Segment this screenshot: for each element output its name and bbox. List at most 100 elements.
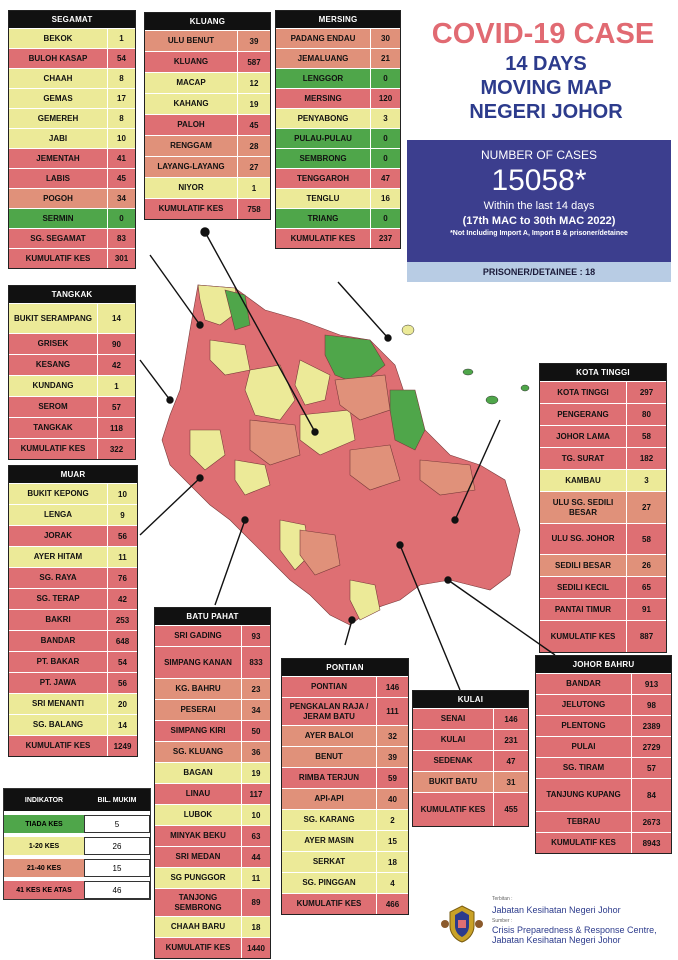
mukim-case-count: 18 [241,917,270,937]
district-header: KLUANG [145,13,270,30]
district-total-row: KUMULATIF KES 758 [145,198,270,219]
mukim-case-count: 16 [370,189,400,208]
district-total-row: KUMULATIF KES 1249 [9,735,137,756]
mukim-row: SENAI 146 [413,708,528,729]
mukim-row: POGOH 34 [9,188,135,208]
mukim-row: PESERAI 34 [155,699,270,720]
leader-kluang [204,231,316,433]
publisher-name: Jabatan Kesihatan Negeri Johor [492,905,621,915]
mukim-row: AYER HITAM 11 [9,546,137,567]
mukim-case-count: 913 [631,674,671,694]
mukim-case-count: 455 [493,793,528,826]
mukim-name: SEROM [38,402,68,411]
mukim-row: SG. TERAP 42 [9,588,137,609]
mukim-name: SIMPANG KANAN [164,657,232,667]
legend-swatch-label: 1-20 KES [4,837,84,855]
mukim-name: MINYAK BEKU [170,831,226,840]
mukim-row: BANDAR 913 [536,673,671,694]
mukim-name: TG. SURAT [561,453,605,463]
mukim-case-count: 63 [241,826,270,846]
legend-row: TIADA KES 5 [4,811,150,833]
mukim-name: CHAAH [43,73,73,83]
mukim-row: JEMENTAH 41 [9,148,135,168]
mukim-name: SG. RAYA [39,573,77,582]
mukim-name: PT. BAKAR [36,657,80,666]
publisher-label: Terbitan : [492,896,513,902]
mukim-row: ULU SG. JOHOR 58 [540,523,666,554]
mukim-case-count: 58 [626,524,666,554]
mukim-name: PONTIAN [311,682,347,691]
mukim-name: KAHANG [173,99,209,108]
mukim-case-count: 42 [107,589,137,609]
mukim-case-count: 93 [241,626,270,646]
mukim-row: MACAP 12 [145,72,270,93]
mukim-name: MERSING [304,93,342,103]
mukim-case-count: 8 [107,109,135,128]
map-regions [161,284,521,626]
mukim-row: PT. JAWA 56 [9,672,137,693]
mukim-case-count: 2729 [631,737,671,757]
mukim-name: KUMULATIF KES [290,233,356,243]
subtitle: 14 DAYS MOVING MAP NEGERI JOHOR [420,52,672,124]
mukim-row: SG. RAYA 76 [9,567,137,588]
mukim-row: SRI MENANTI 20 [9,693,137,714]
mukim-case-count: 56 [107,526,137,546]
mukim-row: BUKIT KEPONG 10 [9,483,137,504]
mukim-name: AYER BALOI [304,731,354,740]
mukim-case-count: 3 [626,470,666,491]
mukim-row: AYER MASIN 15 [282,830,408,851]
mukim-name: GEMAS [43,93,73,103]
map-region-south-salmon [299,529,341,576]
mukim-row: TANJUNG KUPANG 84 [536,778,671,811]
exclusion-note: *Not Including Import A, Import B & pris… [450,230,628,237]
mukim-case-count: 231 [493,730,528,750]
mukim-name: SG. KLUANG [172,747,224,756]
mukim-row: LAYANG-LAYANG 27 [145,156,270,177]
mukim-case-count: 36 [241,742,270,762]
mukim-row: SRI MEDAN 44 [155,846,270,867]
mukim-name: SG. BALANG [32,720,84,729]
mukim-case-count: 8943 [631,833,671,853]
mukim-name: KUNDANG [32,381,74,390]
mukim-case-count: 0 [370,209,400,228]
mukim-name: KUMULATIF KES [165,943,231,952]
mukim-row: JOHOR LAMA 58 [540,425,666,447]
mukim-row: CHAAH 8 [9,68,135,88]
mukim-name: KOTA TINGGI [557,387,609,397]
mukim-case-count: 297 [626,382,666,403]
mukim-row: PENYABONG 3 [276,108,400,128]
mukim-row: SG. TIRAM 57 [536,757,671,778]
mukim-name: KESANG [35,360,71,369]
mukim-row: KAMBAU 3 [540,469,666,491]
mukim-name: BENUT [315,752,343,761]
mukim-case-count: 40 [376,789,408,809]
legend-swatch-label: TIADA KES [4,815,84,833]
mukim-row: PT. BAKAR 54 [9,651,137,672]
mukim-name: KG. BAHRU [175,684,221,693]
mukim-row: TANGKAK 118 [9,417,135,438]
district-header: JOHOR BAHRU [536,656,671,673]
mukim-name: SIMPANG KIRI [170,726,226,735]
mukim-case-count: 84 [631,779,671,811]
mukim-case-count: 42 [97,355,135,375]
mukim-row: TENGGAROH 47 [276,168,400,188]
mukim-row: GEMEREH 8 [9,108,135,128]
legend-count: 46 [84,881,150,899]
mukim-case-count: 45 [107,169,135,188]
mukim-row: ULU BENUT 39 [145,30,270,51]
mukim-row: JABI 10 [9,128,135,148]
mukim-name: PENGERANG [557,409,609,419]
district-panel-pontian: PONTIAN PONTIAN 146 PENGKALAN RAJA / JERAM … [281,658,409,915]
mukim-name: SENAI [440,714,466,723]
mukim-row: API-API 40 [282,788,408,809]
map-region-mid-yellow3 [209,339,251,376]
mukim-case-count: 39 [376,747,408,767]
mukim-name: BANDAR [40,636,76,645]
legend-count: 26 [84,837,150,855]
mukim-name: KUMULATIF KES [420,804,486,814]
mukim-name: BUKIT BATU [428,777,478,786]
district-panel-muar: MUAR BUKIT KEPONG 10 LENGA 9 JORAK 56 AYER HITA… [8,465,138,757]
mukim-name: SG PUNGGOR [170,873,226,882]
mukim-case-count: 1 [237,178,270,198]
mukim-case-count: 117 [241,784,270,804]
